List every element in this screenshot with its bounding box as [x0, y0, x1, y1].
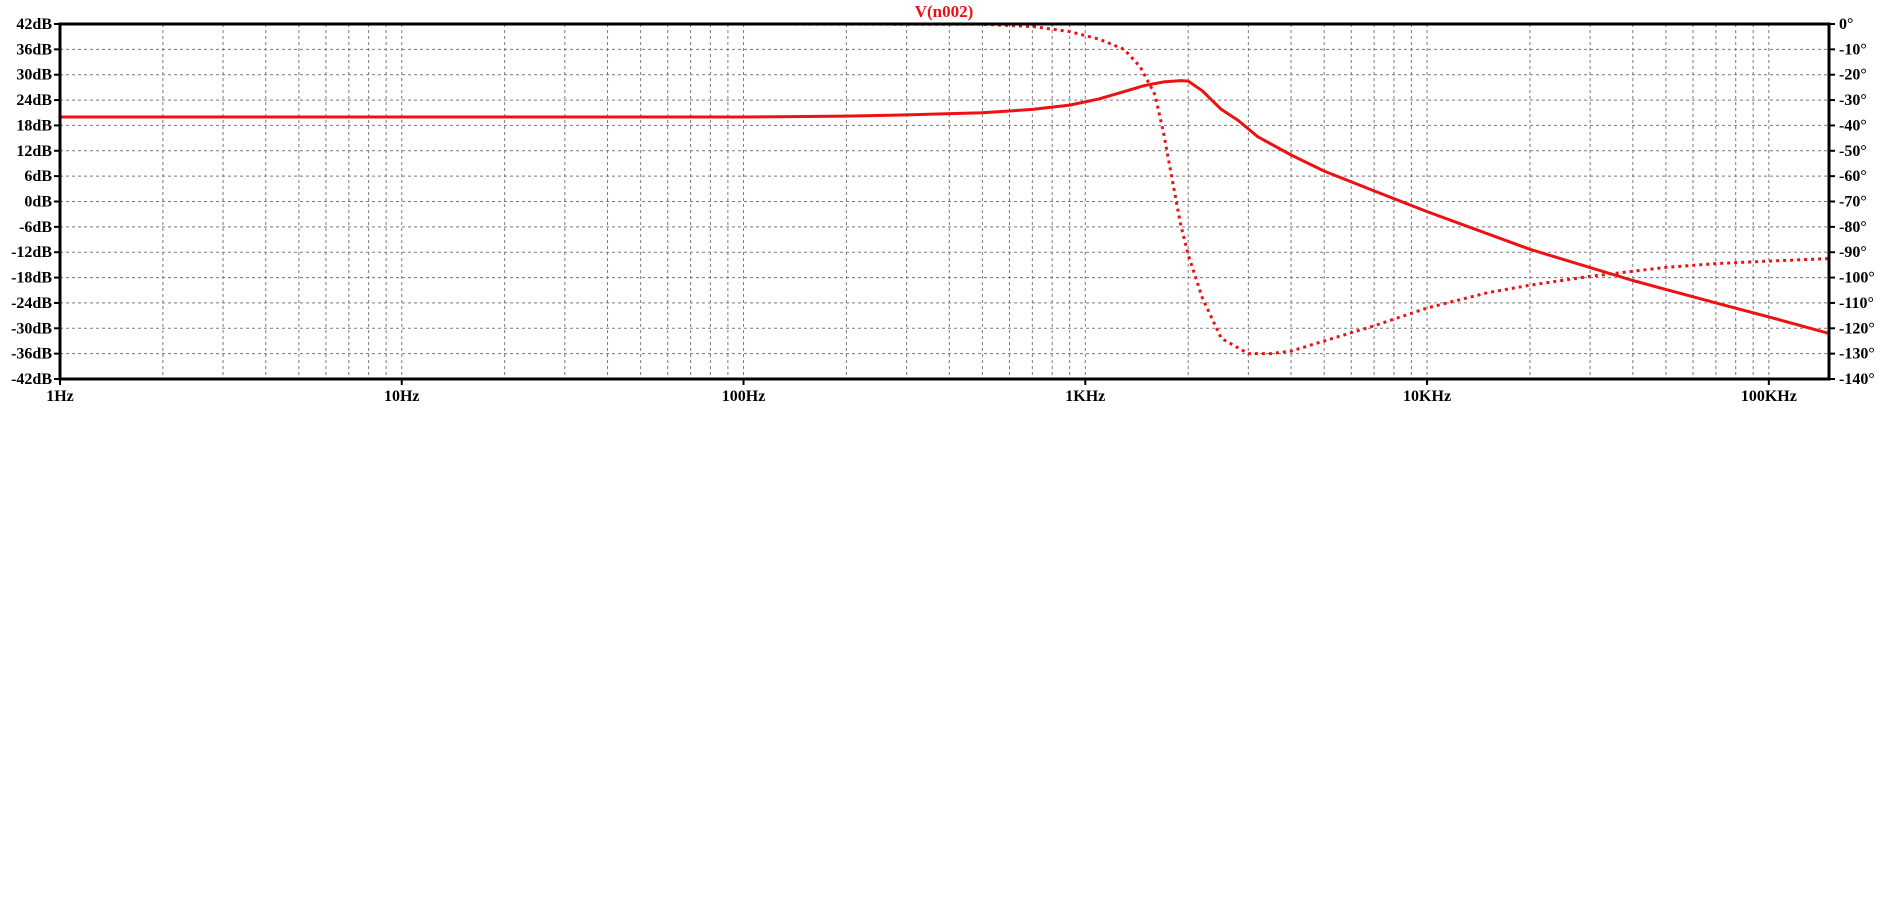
y-left-tick-label: 6dB [24, 168, 52, 185]
y-right-tick-label: -50° [1839, 143, 1867, 160]
curves [60, 22, 1830, 356]
y-left-tick-label: -30dB [11, 320, 52, 337]
magnitude-curve [60, 79, 1830, 335]
y-left-tick-label: 12dB [16, 143, 52, 160]
y-left-tick-label: -42dB [11, 371, 52, 388]
y-right-tick-label: -80° [1839, 219, 1867, 236]
y-left-tick-label: 24dB [16, 92, 52, 109]
y-right-tick-label: -10° [1839, 41, 1867, 58]
y-left-tick-label: 0dB [24, 194, 52, 211]
y-left-tick-label: 36dB [16, 41, 52, 58]
tick-labels: 42dB 36dB 30dB 24dB 18dB 12dB 6dB 0dB -6dB -12dB -… [11, 16, 1875, 405]
y-right-tick-label: -110° [1839, 295, 1874, 312]
y-left-tick-label: 30dB [16, 67, 52, 84]
y-right-tick-label: -90° [1839, 244, 1867, 261]
y-right-tick-label: -60° [1839, 168, 1867, 185]
y-left-tick-label: -6dB [19, 219, 52, 236]
x-tick-label: 100KHz [1741, 388, 1797, 405]
x-tick-label: 1KHz [1065, 388, 1105, 405]
x-tick-label: 1Hz [46, 388, 74, 405]
y-right-tick-label: -30° [1839, 92, 1867, 109]
y-left-tick-label: 18dB [16, 117, 52, 134]
y-right-tick-label: 0° [1839, 16, 1853, 33]
y-right-tick-label: -120° [1839, 320, 1875, 337]
y-left-tick-label: -36dB [11, 346, 52, 363]
y-right-tick-label: -140° [1839, 371, 1875, 388]
y-left-tick-label: -18dB [11, 270, 52, 287]
y-right-tick-label: -130° [1839, 346, 1875, 363]
grid-lines [60, 24, 1829, 379]
x-tick-label: 10KHz [1403, 388, 1451, 405]
y-right-tick-label: -20° [1839, 67, 1867, 84]
y-right-tick-label: -40° [1839, 117, 1867, 134]
x-tick-label: 100Hz [722, 388, 766, 405]
x-tick-label: 10Hz [384, 388, 420, 405]
y-left-tick-label: -24dB [11, 295, 52, 312]
chart-title: V(n002) [915, 2, 974, 21]
y-right-tick-label: -70° [1839, 194, 1867, 211]
y-right-tick-label: -100° [1839, 270, 1875, 287]
y-left-tick-label: 42dB [16, 16, 52, 33]
y-left-tick-label: -12dB [11, 244, 52, 261]
tick-marks [54, 23, 1835, 385]
